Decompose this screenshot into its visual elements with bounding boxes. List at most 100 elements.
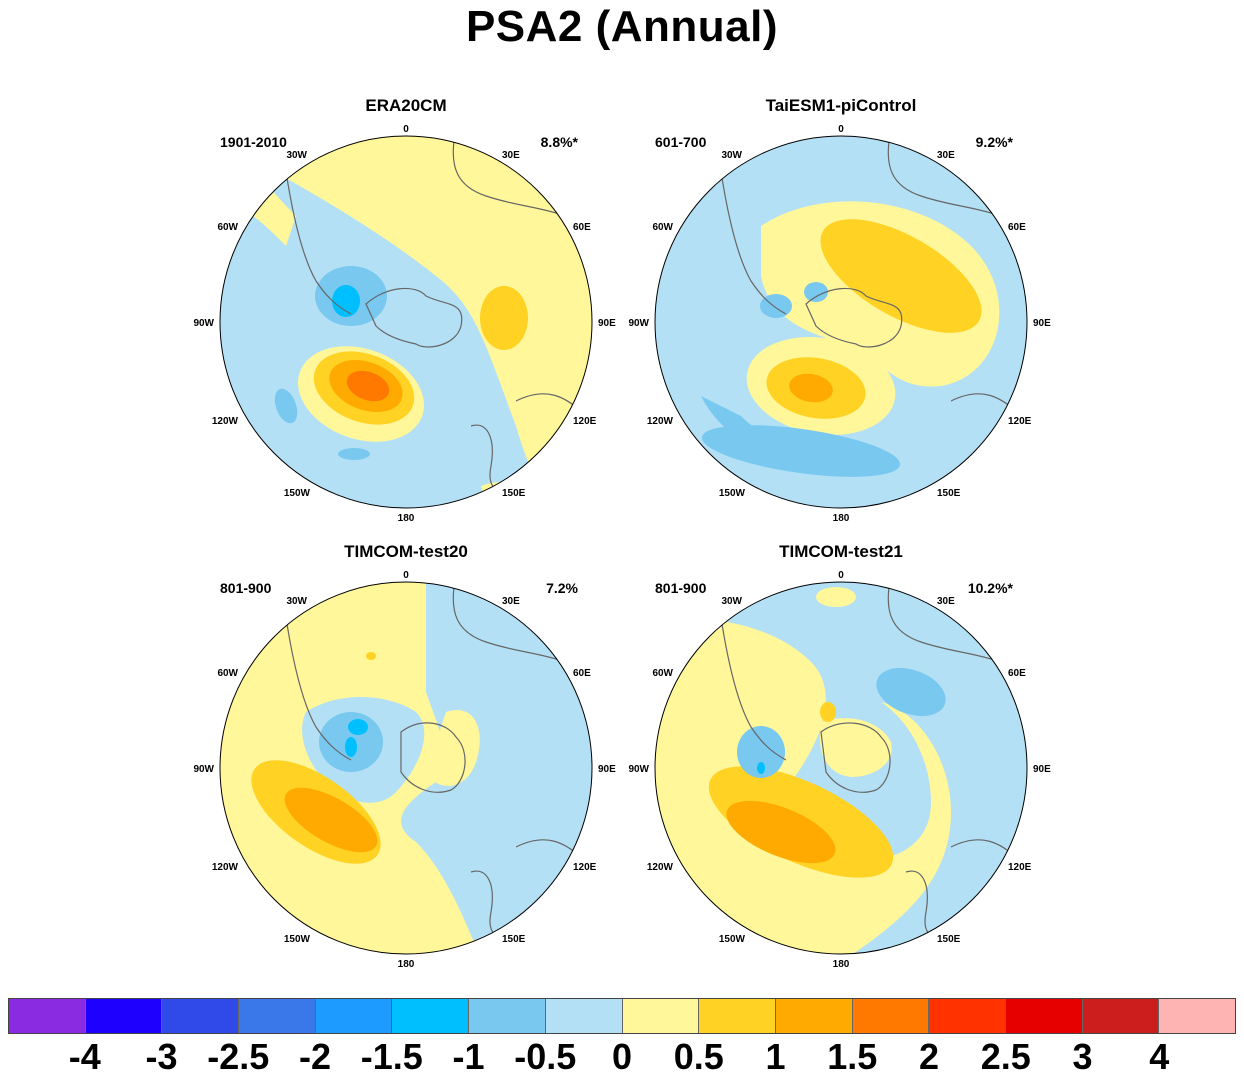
lon-label: 120E <box>573 416 597 427</box>
colorbar-label: -2 <box>298 1036 332 1077</box>
lon-label: 120W <box>647 416 674 427</box>
colorbar-label: 0.5 <box>673 1036 724 1077</box>
colorbar-swatch <box>469 999 546 1033</box>
lon-label: 60E <box>573 668 591 679</box>
colorbar-label: 4 <box>1149 1036 1170 1077</box>
lon-label: 0 <box>403 124 409 135</box>
panel-period: 801-900 <box>220 580 272 596</box>
colorbar-label: 1.5 <box>827 1036 878 1077</box>
panel-variance: 7.2% <box>546 580 578 596</box>
lon-label: 150E <box>937 488 961 499</box>
lon-label: 90W <box>193 764 214 775</box>
lon-label: 150E <box>502 488 526 499</box>
colorbar-labels: -4 -3 -2.5 -2 -1.5 -1 -0.5 0 0.5 1 1.5 2 2.5 3 4 <box>0 1036 1244 1080</box>
lon-label: 30W <box>286 150 307 161</box>
colorbar-label: -4 <box>68 1036 101 1077</box>
lon-label: 120E <box>1008 416 1032 427</box>
lon-label: 30W <box>721 596 742 607</box>
colorbar-swatch <box>622 999 700 1033</box>
lon-label: 150E <box>502 934 526 945</box>
lon-label: 30W <box>286 596 307 607</box>
lon-label: 90E <box>1033 764 1051 775</box>
lon-label: 150W <box>719 934 746 945</box>
colorbar-label: -1 <box>452 1036 485 1077</box>
panel-title: TIMCOM-test21 <box>779 542 903 561</box>
map-panel-taiesm1: TaiESM1-piControl 601-700 9.2%* 0 180 30… <box>621 96 1061 526</box>
lon-label: 30W <box>721 150 742 161</box>
colorbar-label: 0 <box>611 1036 633 1077</box>
colorbar-swatch <box>852 999 930 1033</box>
colorbar-swatch <box>239 999 316 1033</box>
panel-period: 1901-2010 <box>220 134 287 150</box>
colorbar-swatch <box>699 999 776 1033</box>
panel-variance: 8.8%* <box>540 134 578 150</box>
lon-label: 0 <box>838 124 844 135</box>
lon-label: 30E <box>937 596 955 607</box>
lon-label: 60W <box>217 668 238 679</box>
lon-label: 150E <box>937 934 961 945</box>
colorbar-label: 2.5 <box>980 1036 1031 1077</box>
polar-map: 0 180 30W 30E 60W 60E 90W 90E 120W 120E … <box>193 570 616 970</box>
lon-label: 180 <box>398 959 415 970</box>
colorbar-swatch <box>775 999 853 1033</box>
colorbar-swatch <box>1159 999 1235 1033</box>
lon-label: 60W <box>652 222 673 233</box>
lon-label: 150W <box>719 488 746 499</box>
lon-label: 120W <box>212 862 239 873</box>
colorbar-swatch <box>929 999 1006 1033</box>
colorbar-label: -1.5 <box>360 1036 423 1077</box>
panel-period: 801-900 <box>655 580 707 596</box>
lon-label: 180 <box>833 513 850 524</box>
lon-label: 0 <box>403 570 409 581</box>
colorbar <box>8 998 1236 1034</box>
lon-label: 30E <box>502 596 520 607</box>
lon-label: 180 <box>833 959 850 970</box>
map-panel-timcom-test20: TIMCOM-test20 801-900 7.2% 0 180 30W <box>186 542 626 972</box>
polar-map: 0 180 30W 30E 60W 60E 90W 90E 120W 120E … <box>628 124 1051 524</box>
lon-label: 120E <box>1008 862 1032 873</box>
polar-map: 0 180 30W 30E 60W 60E 90W 90E 120W 120E … <box>193 124 616 524</box>
lon-label: 60W <box>217 222 238 233</box>
polar-map: 0 180 30W 30E 60W 60E 90W 90E 120W 120E … <box>628 570 1051 970</box>
lon-label: 60W <box>652 668 673 679</box>
lon-label: 150W <box>284 488 311 499</box>
colorbar-swatch <box>9 999 86 1033</box>
panel-title: TaiESM1-piControl <box>765 96 917 115</box>
colorbar-swatch <box>162 999 240 1033</box>
lon-label: 30E <box>502 150 520 161</box>
panel-title: TIMCOM-test20 <box>344 542 468 561</box>
lon-label: 120W <box>212 416 239 427</box>
lon-label: 180 <box>398 513 415 524</box>
lon-label: 90W <box>628 318 649 329</box>
colorbar-swatch <box>315 999 393 1033</box>
lon-label: 120W <box>647 862 674 873</box>
lon-label: 30E <box>937 150 955 161</box>
lon-label: 60E <box>1008 222 1026 233</box>
colorbar-label: 2 <box>918 1036 940 1077</box>
panel-period: 601-700 <box>655 134 707 150</box>
colorbar-label: 3 <box>1072 1036 1093 1077</box>
colorbar-swatch <box>1082 999 1160 1033</box>
colorbar-label: -3 <box>145 1036 178 1077</box>
panel-title: ERA20CM <box>365 96 447 115</box>
lon-label: 120E <box>573 862 597 873</box>
colorbar-label: -0.5 <box>514 1036 577 1077</box>
colorbar-swatch <box>1005 999 1083 1033</box>
map-panel-era20cm: ERA20CM 1901-2010 8.8%* 0 180 <box>186 96 626 526</box>
lon-label: 90W <box>193 318 214 329</box>
lon-label: 150W <box>284 934 311 945</box>
lon-label: 60E <box>573 222 591 233</box>
colorbar-swatch <box>545 999 623 1033</box>
main-title: PSA2 (Annual) <box>465 2 779 51</box>
lon-label: 90E <box>598 318 616 329</box>
panel-variance: 9.2%* <box>975 134 1013 150</box>
colorbar-swatch <box>85 999 163 1033</box>
lon-label: 90W <box>628 764 649 775</box>
colorbar-label: -2.5 <box>207 1036 270 1077</box>
map-panel-timcom-test21: TIMCOM-test21 801-900 10.2%* 0 180 30W 3… <box>621 542 1061 972</box>
lon-label: 90E <box>1033 318 1051 329</box>
colorbar-swatch <box>392 999 470 1033</box>
lon-label: 90E <box>598 764 616 775</box>
lon-label: 0 <box>838 570 844 581</box>
colorbar-label: 1 <box>765 1036 786 1077</box>
